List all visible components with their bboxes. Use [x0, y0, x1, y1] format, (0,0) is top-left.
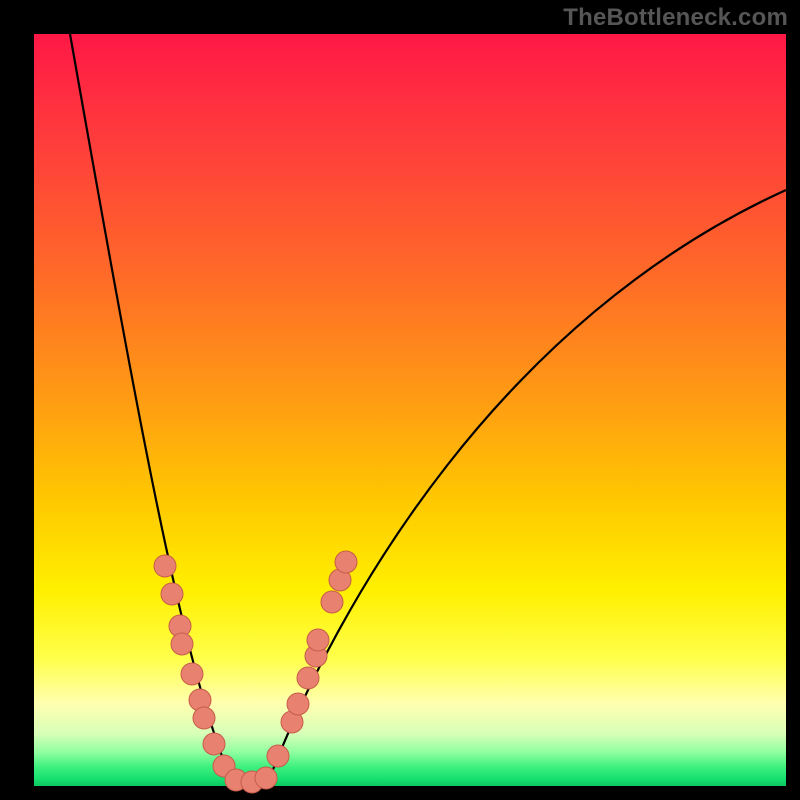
data-marker	[255, 767, 277, 789]
data-marker	[321, 591, 343, 613]
watermark-text: TheBottleneck.com	[563, 4, 788, 32]
data-marker	[297, 667, 319, 689]
data-marker	[203, 733, 225, 755]
plot-gradient-background	[34, 34, 786, 786]
data-marker	[287, 693, 309, 715]
data-marker	[154, 555, 176, 577]
data-marker	[267, 745, 289, 767]
data-marker	[307, 629, 329, 651]
data-marker	[193, 707, 215, 729]
data-marker	[335, 551, 357, 573]
data-marker	[171, 633, 193, 655]
bottleneck-chart	[0, 0, 800, 800]
data-marker	[161, 583, 183, 605]
data-marker	[181, 663, 203, 685]
